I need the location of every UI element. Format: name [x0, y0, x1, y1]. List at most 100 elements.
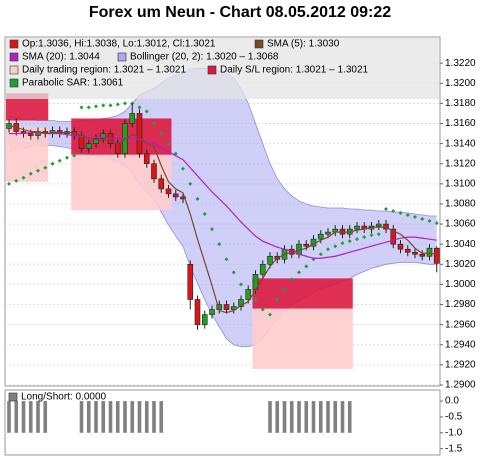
- candle-body: [404, 248, 411, 253]
- y-tick-label: 1.3180: [445, 98, 476, 109]
- sar-dot: [159, 131, 164, 136]
- sar-dot: [434, 221, 439, 226]
- candle-body: [180, 196, 186, 200]
- long-short-bar: [28, 401, 33, 433]
- trading-region: [71, 154, 172, 210]
- legend-swatch: [254, 39, 264, 49]
- trading-region: [252, 308, 353, 369]
- long-short-bar: [326, 401, 330, 433]
- legend-swatch: [207, 65, 217, 75]
- sar-dot: [217, 242, 222, 247]
- y-tick-label: 1.3060: [445, 219, 476, 230]
- sar-dot: [108, 103, 113, 108]
- legend-swatch: [8, 392, 18, 402]
- legend-label: Daily trading region: 1.3021 – 1.3021: [22, 65, 186, 76]
- y-tick-label: 1.3080: [445, 199, 476, 210]
- candle-body: [27, 133, 34, 136]
- sar-dot: [391, 208, 396, 213]
- long-short-bar: [94, 401, 98, 433]
- legend-label: Op:1.3036, Hi:1.3038, Lo:1.3012, Cl:1.30…: [22, 39, 216, 50]
- candle-body: [433, 247, 440, 264]
- candle-body: [143, 153, 150, 165]
- candle-body: [259, 264, 266, 275]
- candle-body: [85, 143, 92, 149]
- sar-dot: [289, 277, 294, 282]
- sar-dot: [224, 257, 229, 262]
- candle-body: [78, 135, 85, 149]
- candle-body: [245, 289, 252, 300]
- sar-dot: [384, 206, 388, 211]
- candle-body: [100, 133, 107, 139]
- y-tick-label: 1.3040: [445, 239, 476, 250]
- y-tick-label: 1.3200: [445, 78, 476, 89]
- long-short-bar: [101, 401, 106, 433]
- long-short-bar: [333, 401, 338, 433]
- legend-label: SMA (5): 1.3030: [267, 39, 340, 50]
- y-tick-label: -1.5: [445, 443, 463, 454]
- sar-dot: [253, 297, 258, 302]
- long-short-bar: [123, 401, 127, 433]
- sar-dot: [57, 158, 62, 163]
- sar-dot: [188, 181, 193, 186]
- long-short-bar: [318, 401, 323, 433]
- sar-dot: [195, 196, 200, 201]
- y-tick-label: 1.3020: [445, 259, 476, 270]
- sar-dot: [202, 212, 207, 217]
- long-short-bar: [137, 401, 142, 433]
- candle-body: [114, 143, 121, 154]
- long-short-bar: [144, 401, 149, 433]
- sar-dot: [369, 233, 374, 238]
- sar-dot: [65, 155, 69, 160]
- candle-body: [93, 138, 99, 144]
- long-short-bar: [130, 401, 135, 433]
- sar-dot: [43, 165, 48, 170]
- candle-body: [158, 178, 165, 190]
- y-tick-label: 1.3140: [445, 138, 476, 149]
- long-short-bar: [159, 401, 164, 433]
- sar-dot: [297, 270, 301, 275]
- long-short-bar: [311, 401, 316, 433]
- sar-dot: [333, 244, 338, 249]
- sar-dot: [376, 232, 381, 237]
- y-tick-label: 1.3100: [445, 178, 476, 189]
- y-tick-label: 1.3120: [445, 158, 476, 169]
- legend-swatch: [9, 78, 19, 88]
- legend-swatch: [9, 39, 19, 49]
- sar-dot: [405, 213, 410, 218]
- sar-dot: [362, 235, 367, 240]
- plot-layer: 1.2900 1.2920 1.2940 1.2960 1.2980 1.3000 1.30…: [5, 38, 476, 454]
- sar-dot: [318, 252, 323, 257]
- y-tick-label: 1.3220: [445, 58, 476, 69]
- sma5-line: [8, 124, 437, 314]
- long-short-bar: [297, 401, 301, 433]
- sar-dot: [21, 175, 26, 180]
- long-short-bar: [340, 401, 345, 433]
- candle-body: [267, 255, 273, 265]
- sar-dot: [413, 215, 417, 220]
- candle-body: [187, 264, 194, 300]
- long-short-bar: [108, 401, 113, 433]
- y-tick-label: 1.3160: [445, 118, 476, 129]
- sar-dot: [398, 211, 403, 216]
- sar-dot: [79, 105, 84, 110]
- sar-dot: [94, 104, 98, 109]
- sar-dot: [326, 247, 330, 252]
- sar-dot: [72, 153, 77, 158]
- long-short-bar: [79, 401, 84, 433]
- sar-dot: [239, 282, 243, 287]
- y-tick-label: 1.2980: [445, 299, 476, 310]
- sar-dot: [152, 121, 156, 126]
- long-short-bar: [36, 401, 40, 433]
- candle-body: [129, 113, 136, 124]
- long-short-bar: [268, 401, 272, 433]
- sar-dot: [36, 168, 40, 173]
- candle-body: [201, 314, 208, 325]
- candle-body: [390, 228, 397, 245]
- candle-body: [325, 231, 331, 235]
- long-short-bar: [152, 401, 156, 433]
- sar-dot: [101, 103, 106, 108]
- candle-body: [354, 225, 360, 230]
- y-tick-label: 1.3000: [445, 279, 476, 290]
